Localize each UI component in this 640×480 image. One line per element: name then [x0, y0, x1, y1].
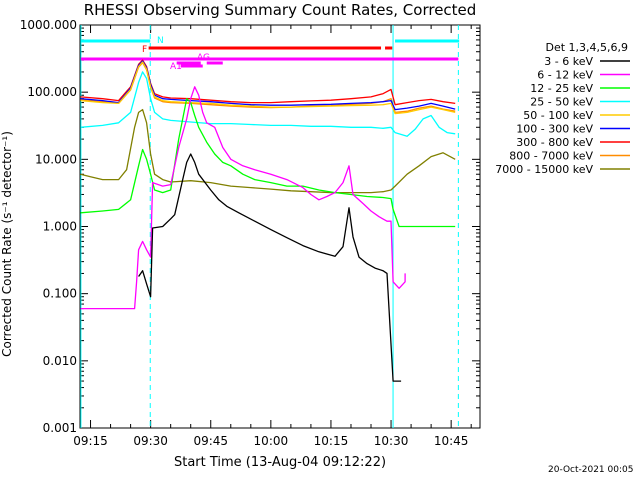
legend-entry-label: 25 - 50 keV: [530, 96, 593, 109]
x-tick-label: 10:15: [314, 434, 349, 448]
legend-entry-label: 6 - 12 keV: [537, 69, 593, 82]
series-line: [80, 98, 456, 228]
legend-title: Det 1,3,4,5,6,9: [545, 41, 628, 54]
series-line: [80, 61, 456, 115]
x-tick-label: 10:30: [374, 434, 409, 448]
flag-bar-label: F: [142, 45, 147, 55]
y-tick-label: 100.000: [27, 85, 77, 99]
series-line: [80, 108, 456, 194]
legend-entry-label: 3 - 6 keV: [544, 55, 593, 68]
legend-entry-label: 50 - 100 keV: [523, 109, 593, 122]
y-tick-label: 0.100: [43, 287, 77, 301]
legend-entry-label: 7000 - 15000 keV: [495, 163, 593, 176]
series-line: [80, 86, 406, 310]
x-tick-label: 10:00: [254, 434, 289, 448]
legend-entry-label: 300 - 800 keV: [516, 136, 593, 149]
flag-bar-label: AG: [197, 53, 210, 63]
y-tick-label: 1000.000: [20, 18, 77, 32]
x-tick-label: 09:30: [133, 434, 168, 448]
flag-bar-label: N: [157, 36, 164, 46]
flag-bar-label: A1: [170, 62, 182, 72]
legend-entry-label: 12 - 25 keV: [530, 82, 593, 95]
x-tick-label: 09:15: [73, 434, 108, 448]
series-line: [80, 71, 456, 137]
x-axis-label: Start Time (13-Aug-04 09:12:22): [173, 455, 387, 470]
y-tick-label: 0.010: [43, 354, 77, 368]
series-line: [138, 153, 402, 382]
series-line: [80, 60, 456, 111]
footer-date: 20-Oct-2021 00:05: [548, 465, 634, 475]
legend-entry-label: 100 - 300 keV: [516, 123, 593, 136]
series-line: [80, 59, 456, 106]
x-tick-label: 09:45: [193, 434, 228, 448]
y-tick-label: 1.000: [43, 220, 77, 234]
y-tick-label: 0.001: [43, 421, 77, 435]
chart-title: RHESSI Observing Summary Count Rates, Co…: [83, 1, 477, 19]
x-tick-label: 10:45: [434, 434, 469, 448]
y-tick-label: 10.000: [35, 152, 77, 166]
legend-entry-label: 800 - 7000 keV: [509, 150, 593, 163]
